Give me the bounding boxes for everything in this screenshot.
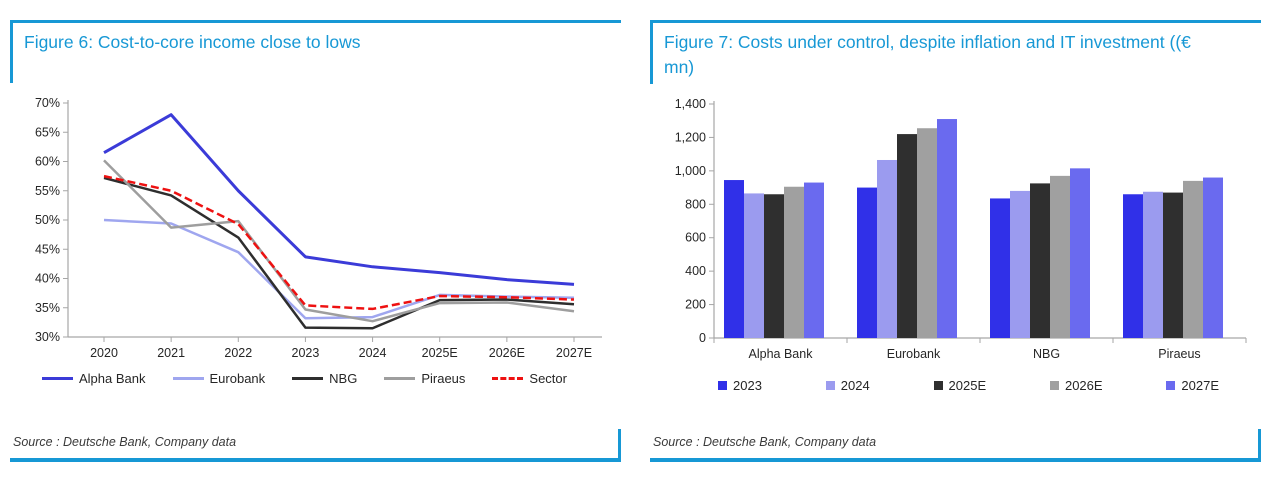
bar-nbg-2026e [1050,175,1070,338]
bar-nbg-2023 [990,198,1010,338]
svg-text:2020: 2020 [90,346,118,360]
svg-text:50%: 50% [35,213,60,227]
svg-text:2026E: 2026E [489,346,525,360]
series-sector [103,174,575,311]
svg-text:600: 600 [685,230,706,244]
bar-alpha-bank-2025e [764,193,784,338]
bar-nbg-2025e [1030,183,1050,338]
panel-corner-riser [618,429,621,458]
svg-text:800: 800 [685,197,706,211]
legend-label-2027e: 2027E [1181,377,1219,393]
figure7-bar-chart: 1,400 1,200 1,000 800 600 400 200 0 Alpha Bank Eu… [675,97,1247,361]
line-swatch-eurobank [172,377,204,380]
svg-text:55%: 55% [35,184,60,198]
legend-item-nbg: NBG [292,371,357,386]
svg-text:40%: 40% [35,272,60,286]
svg-text:0: 0 [699,331,706,345]
svg-text:200: 200 [685,297,706,311]
legend-label-2024: 2024 [840,377,870,393]
svg-text:2021: 2021 [157,346,185,360]
box-swatch-2027e [1166,380,1176,390]
box-swatch-2023 [718,380,727,390]
figure7-legend: 2023 2024 2025E 2026E 2027E [650,372,1261,393]
legend-label-nbg: NBG [329,371,358,386]
legend-label-alpha-bank: Alpha Bank [79,371,146,386]
legend-label-sector: Sector [529,371,567,386]
panel-corner-riser [1258,429,1261,458]
line-swatch-piraeus [384,377,416,380]
svg-text:400: 400 [685,264,706,278]
svg-text:NBG: NBG [1033,347,1060,361]
box-swatch-2026e [1049,380,1059,390]
bar-piraeus-2027e [1203,177,1223,338]
svg-text:Piraeus: Piraeus [1158,347,1200,361]
svg-text:45%: 45% [35,242,60,256]
line-swatch-alpha-bank [42,377,73,380]
series-nbg [103,176,575,330]
svg-text:Eurobank: Eurobank [887,347,941,361]
svg-text:70%: 70% [35,96,60,110]
figure6-title: Figure 6: Cost-to-core income close to l… [10,23,621,83]
line-swatch-nbg [292,377,324,380]
legend-item-sector: Sector [492,371,567,386]
figure6-source-row: Source : Deutsche Bank, Company data [10,429,621,462]
bar-alpha-bank-2023 [724,179,744,338]
bar-nbg-2027e [1070,168,1090,338]
bar-alpha-bank-2026e [784,186,804,338]
bar-eurobank-2023 [857,187,877,338]
legend-item-piraeus: Piraeus [384,371,465,386]
bar-piraeus-2023 [1123,193,1143,338]
svg-text:1,200: 1,200 [675,130,706,144]
figure6-source-text: Source : Deutsche Bank, Company data [13,435,237,449]
box-swatch-2024 [825,380,835,390]
legend-label-2023: 2023 [733,377,762,393]
legend-item-2024: 2024 [825,377,870,393]
figure7-source-row: Source : Deutsche Bank, Company data [650,429,1261,462]
legend-item-2027e: 2027E [1166,378,1219,393]
bar-eurobank-2025e [897,133,917,338]
series-eurobank [103,218,575,320]
figure6-panel: Figure 6: Cost-to-core income close to l… [10,20,621,462]
bar-eurobank-2024 [877,159,897,338]
svg-text:1,000: 1,000 [675,164,706,178]
series-piraeus [103,159,575,323]
legend-item-2026e: 2026E [1049,377,1103,393]
bar-piraeus-2025e [1163,192,1183,338]
bar-nbg-2024 [1010,190,1030,338]
legend-label-2026e: 2026E [1064,377,1103,393]
svg-text:2027E: 2027E [556,346,592,360]
legend-label-eurobank: Eurobank [209,371,266,386]
svg-text:2022: 2022 [224,346,252,360]
box-swatch-2025e [933,380,943,390]
report-page: Figure 6: Cost-to-core income close to l… [10,20,1261,462]
legend-label-2025e: 2025E [948,377,987,393]
bar-eurobank-2027e [937,118,957,338]
line-swatch-sector [492,377,524,380]
legend-item-2025e: 2025E [933,377,987,393]
legend-item-alpha-bank: Alpha Bank [42,371,146,386]
figure7-source-text: Source : Deutsche Bank, Company data [653,435,877,449]
legend-item-eurobank: Eurobank [172,371,266,386]
svg-text:35%: 35% [35,301,60,315]
legend-label-piraeus: Piraeus [421,371,466,386]
svg-text:1,400: 1,400 [675,97,706,111]
legend-item-2023: 2023 [718,378,762,393]
svg-text:Alpha Bank: Alpha Bank [749,347,814,361]
svg-text:30%: 30% [35,330,60,344]
bar-eurobank-2026e [917,127,937,338]
series-alpha-bank [103,113,575,286]
svg-text:2023: 2023 [292,346,320,360]
figure7-title: Figure 7: Costs under control, despite i… [650,23,1261,84]
bar-piraeus-2026e [1183,180,1203,338]
svg-text:2025E: 2025E [422,346,458,360]
bar-alpha-bank-2024 [744,193,764,338]
figure7-panel: Figure 7: Costs under control, despite i… [650,20,1261,462]
figure6-legend: Alpha Bank Eurobank NBG Piraeus Sector [10,371,621,386]
figure6-line-chart: 70% 65% 60% 55% 50% 45% 40% 35% 30% 2020 2021 2022 2… [35,96,602,360]
svg-text:2024: 2024 [359,346,387,360]
svg-text:65%: 65% [35,125,60,139]
bar-alpha-bank-2027e [804,182,824,338]
svg-text:60%: 60% [35,155,60,169]
bar-piraeus-2024 [1143,191,1163,338]
